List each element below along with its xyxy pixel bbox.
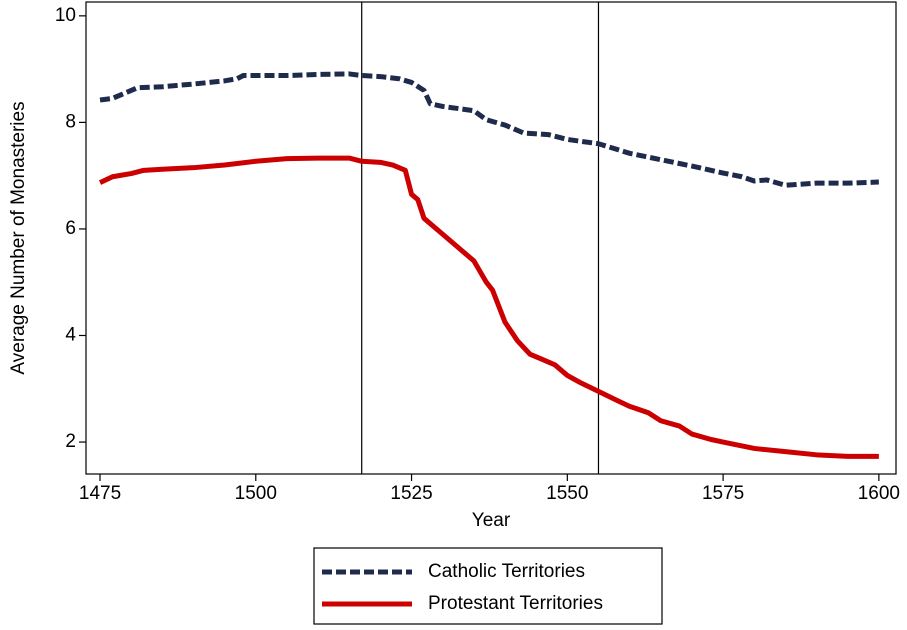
x-tick-label: 1500: [235, 483, 277, 504]
x-tick-label: 1575: [702, 483, 744, 504]
legend-label: Catholic Territories: [428, 561, 585, 582]
x-tick-label: 1475: [79, 483, 121, 504]
legend-label: Protestant Territories: [428, 593, 603, 614]
y-tick-label: 10: [55, 5, 76, 26]
legend: [313, 547, 663, 625]
series-line: [98, 155, 879, 459]
y-tick-label: 6: [65, 218, 76, 239]
y-tick-label: 8: [65, 111, 76, 132]
y-tick-label: 2: [65, 431, 76, 452]
y-tick-label: 4: [65, 325, 76, 346]
x-tick-label: 1600: [858, 483, 900, 504]
y-axis-label: Average Number of Monasteries: [8, 101, 29, 374]
series-line: [99, 71, 879, 188]
x-tick-label: 1550: [546, 483, 588, 504]
x-tick-label: 1525: [390, 483, 432, 504]
plot-frame: [85, 1, 897, 475]
x-axis-label: Year: [472, 510, 511, 531]
